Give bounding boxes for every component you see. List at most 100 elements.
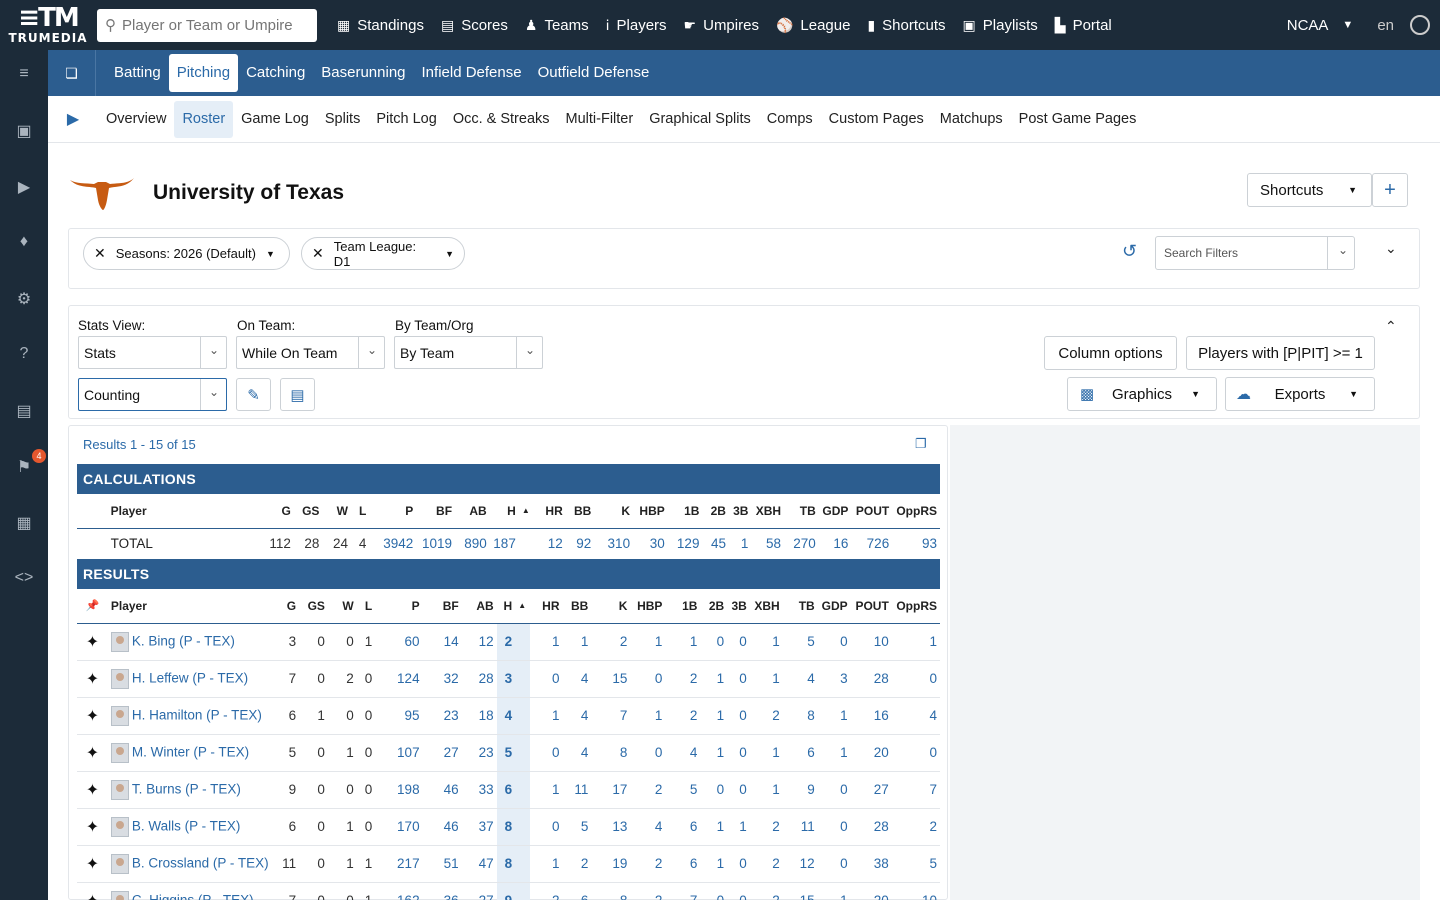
player-cell[interactable]: K. Bing (P - TEX) bbox=[107, 623, 277, 661]
col-header-3b[interactable]: 3B bbox=[728, 494, 752, 529]
stat-cell[interactable]: 0 bbox=[727, 845, 750, 883]
col-header-2b[interactable]: 2B bbox=[700, 589, 728, 624]
total-cell[interactable]: 28 bbox=[304, 536, 320, 552]
col-header-hbp[interactable]: HBP bbox=[630, 589, 666, 624]
caret-down-icon[interactable]: ▼ bbox=[1342, 19, 1354, 31]
help-icon[interactable]: ? bbox=[19, 345, 29, 362]
player-name-link[interactable]: B. Crossland (P - TEX) bbox=[131, 855, 269, 871]
stat-cell[interactable]: 46 bbox=[422, 808, 462, 846]
caret-down-icon[interactable]: ▼ bbox=[445, 248, 454, 259]
stat-cell[interactable]: 2 bbox=[630, 845, 666, 883]
stat-cell[interactable]: 1 bbox=[529, 623, 563, 661]
tab-catching[interactable]: Catching bbox=[246, 64, 306, 81]
total-cell[interactable]: 30 bbox=[649, 536, 665, 552]
search-filters-input[interactable]: Search Filters ⌄ bbox=[1155, 236, 1355, 270]
total-cell[interactable]: 129 bbox=[676, 536, 700, 552]
stat-cell[interactable]: 27 bbox=[461, 882, 497, 900]
filter-icon[interactable]: ≡ bbox=[19, 65, 29, 82]
pin-icon[interactable]: ✦ bbox=[77, 845, 108, 883]
player-name-link[interactable]: B. Walls (P - TEX) bbox=[131, 818, 241, 834]
total-cell[interactable]: 1 bbox=[740, 536, 749, 552]
stat-cell[interactable]: 4 bbox=[665, 734, 701, 772]
stat-cell[interactable]: 32 bbox=[422, 660, 462, 698]
player-name-link[interactable]: M. Winter (P - TEX) bbox=[131, 744, 250, 760]
stat-cell[interactable]: 2 bbox=[496, 623, 516, 661]
nav-teams[interactable]: ♟ Teams bbox=[525, 17, 589, 34]
stat-cell[interactable]: 1 bbox=[700, 808, 728, 846]
subtab-occ-streaks[interactable]: Occ. & Streaks bbox=[452, 110, 550, 127]
stat-cell[interactable]: 8 bbox=[782, 697, 818, 735]
chevron-down-icon[interactable]: ⌄ bbox=[1337, 243, 1348, 257]
gear-icon[interactable]: ⚙ bbox=[16, 291, 32, 308]
total-cell[interactable]: 24 bbox=[332, 536, 348, 552]
graphics-button[interactable]: ▩ Graphics ▼ bbox=[1067, 377, 1217, 411]
league-filter-chip[interactable]: ✕ Team League: D1 ▼ bbox=[301, 237, 465, 270]
col-header-hr[interactable]: HR bbox=[529, 589, 563, 624]
stat-cell[interactable]: 0 bbox=[817, 808, 851, 846]
pin-icon[interactable]: ✦ bbox=[77, 660, 108, 698]
shortcuts-button[interactable]: Shortcuts ▼ bbox=[1247, 173, 1372, 207]
play-circle-icon[interactable]: ▶ bbox=[17, 179, 31, 196]
copy-icon[interactable]: ❐ bbox=[915, 436, 927, 451]
stat-cell[interactable]: 27 bbox=[850, 771, 892, 809]
stat-cell[interactable]: 28 bbox=[850, 808, 892, 846]
stat-cell[interactable]: 0 bbox=[700, 882, 728, 900]
stat-cell[interactable]: 6 bbox=[496, 771, 516, 809]
col-header-1b[interactable]: 1B bbox=[665, 589, 701, 624]
stat-cell[interactable]: 1 bbox=[562, 623, 592, 661]
stat-cell[interactable]: 12 bbox=[461, 623, 497, 661]
stat-cell[interactable]: 4 bbox=[562, 734, 592, 772]
stat-cell[interactable]: 162 bbox=[375, 882, 423, 900]
edit-button[interactable]: ✎ bbox=[236, 378, 271, 411]
total-cell[interactable]: 4 bbox=[358, 536, 367, 552]
col-header-w[interactable]: W bbox=[327, 589, 357, 624]
total-cell[interactable]: 112 bbox=[269, 536, 291, 552]
stat-cell[interactable]: 1 bbox=[727, 808, 750, 846]
stat-cell[interactable]: 38 bbox=[850, 845, 892, 883]
stat-cell[interactable]: 2 bbox=[591, 623, 631, 661]
search-input[interactable] bbox=[122, 16, 302, 34]
stat-cell[interactable]: 16 bbox=[850, 697, 892, 735]
col-header-opprs[interactable]: OppRS bbox=[891, 589, 940, 624]
trumedia-logo[interactable]: ≡TM TRUMEDIA bbox=[0, 0, 96, 50]
stat-cell[interactable]: 0 bbox=[727, 771, 750, 809]
pin-icon[interactable]: ✦ bbox=[77, 771, 108, 809]
stat-cell[interactable]: 0 bbox=[700, 771, 728, 809]
players-with-button[interactable]: Players with [P|PIT] >= 1 bbox=[1186, 336, 1375, 370]
stat-cell[interactable]: 2 bbox=[749, 808, 783, 846]
total-cell[interactable]: 310 bbox=[607, 536, 631, 552]
col-header-opprs[interactable]: OppRS bbox=[892, 494, 940, 529]
stat-cell[interactable]: 12 bbox=[782, 845, 818, 883]
nav-umpires[interactable]: ☛ Umpires bbox=[684, 17, 759, 34]
total-cell[interactable]: 12 bbox=[547, 536, 563, 552]
video-playlist-icon[interactable]: ▶ bbox=[66, 111, 80, 128]
stat-cell[interactable]: 2 bbox=[562, 845, 592, 883]
stat-cell[interactable]: 217 bbox=[375, 845, 423, 883]
bookmark-icon[interactable]: ❏ bbox=[48, 50, 96, 96]
stat-cell[interactable]: 107 bbox=[375, 734, 423, 772]
stat-cell[interactable]: 6 bbox=[665, 808, 701, 846]
nav-league[interactable]: ⚾ League bbox=[776, 17, 851, 34]
league-select[interactable]: NCAA bbox=[1286, 16, 1329, 34]
stat-cell[interactable]: 36 bbox=[422, 882, 462, 900]
stat-cell[interactable]: 5 bbox=[496, 734, 516, 772]
stat-cell[interactable]: 2 bbox=[529, 882, 563, 900]
stat-cell[interactable]: 5 bbox=[782, 623, 818, 661]
pin-icon[interactable]: ✦ bbox=[77, 697, 108, 735]
stat-cell[interactable]: 17 bbox=[591, 771, 631, 809]
stat-cell[interactable]: 0 bbox=[727, 734, 750, 772]
stat-cell[interactable]: 1 bbox=[817, 697, 851, 735]
stat-cell[interactable]: 1 bbox=[700, 697, 728, 735]
pin-icon[interactable]: ✦ bbox=[77, 882, 108, 900]
col-header-pout[interactable]: POUT bbox=[851, 494, 893, 529]
stat-cell[interactable]: 1 bbox=[817, 882, 851, 900]
sort-asc-icon[interactable]: ▲ bbox=[515, 589, 530, 624]
stats-view-select[interactable]: Stats ⌄ bbox=[78, 336, 227, 369]
col-header-h[interactable]: H bbox=[489, 494, 519, 529]
stat-cell[interactable]: 4 bbox=[562, 660, 592, 698]
total-cell[interactable]: 16 bbox=[833, 536, 849, 552]
stat-cell[interactable]: 10 bbox=[891, 882, 940, 900]
stat-cell[interactable]: 5 bbox=[891, 845, 940, 883]
by-team-select[interactable]: By Team ⌄ bbox=[394, 336, 543, 369]
stat-cell[interactable]: 0 bbox=[529, 808, 563, 846]
